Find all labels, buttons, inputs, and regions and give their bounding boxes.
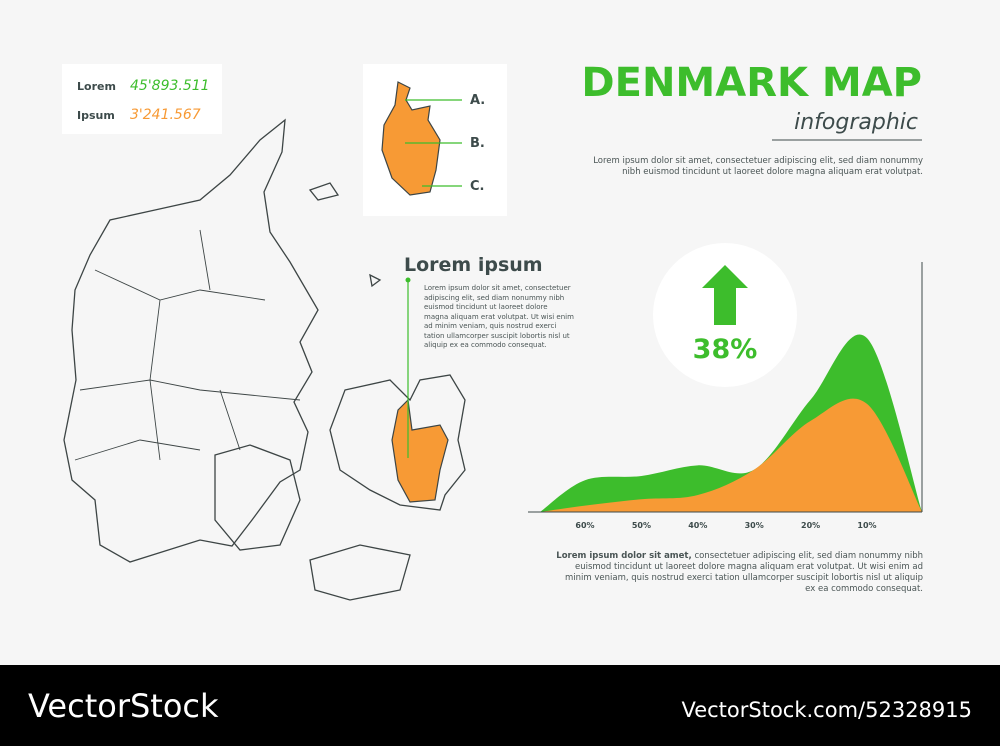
- inset-leaders: [405, 99, 462, 187]
- title: DENMARK MAP: [581, 60, 922, 106]
- footer-text: Lorem ipsum dolor sit amet, consectetuer…: [553, 551, 923, 595]
- x-tick-label: 40%: [688, 521, 707, 530]
- x-tick-label: 50%: [632, 521, 651, 530]
- stat-value: 3'241.567: [130, 107, 201, 123]
- stat-value: 45'893.511: [130, 78, 210, 94]
- callout-title: Lorem ipsum: [404, 254, 543, 276]
- highlight-label: 38%: [693, 334, 758, 365]
- x-tick-label: 20%: [801, 521, 820, 530]
- jutland: [63, 118, 319, 563]
- subtitle: infographic: [794, 110, 918, 135]
- callout-dot: [405, 277, 411, 283]
- funen: [214, 444, 301, 551]
- highlight-region: [391, 398, 449, 503]
- stats-box: [62, 64, 222, 134]
- inset-label: B.: [470, 136, 485, 151]
- island: [308, 182, 340, 201]
- inset-label: A.: [470, 93, 485, 108]
- area-chart: 60% 50% 40% 30% 20% 10%: [528, 262, 923, 530]
- inset-label: C.: [470, 179, 484, 194]
- x-tick-label: 60%: [575, 521, 594, 530]
- zealand: [329, 374, 466, 511]
- lolland: [309, 544, 411, 601]
- x-tick-label: 30%: [745, 521, 764, 530]
- denmark-map: [63, 118, 466, 601]
- footer-bold: Lorem ipsum dolor sit amet,: [556, 551, 692, 561]
- watermark: VectorStock.com/52328915: [681, 698, 972, 722]
- footer-rest: consectetuer adipiscing elit, sed diam n…: [565, 551, 923, 594]
- header-text: Lorem ipsum dolor sit amet, consectetuer…: [593, 156, 923, 177]
- area: [540, 398, 922, 512]
- inset-region: [381, 81, 441, 196]
- up-arrow: [702, 265, 748, 325]
- watermark: VectorStock: [28, 687, 219, 725]
- watermark-bar: [0, 665, 1000, 746]
- x-tick-label: 10%: [857, 521, 876, 530]
- stat-label: Lorem: [77, 80, 116, 93]
- callout-text: Lorem ipsum dolor sit amet, consectetuer…: [424, 284, 574, 349]
- stat-label: Ipsum: [77, 109, 115, 122]
- island: [369, 273, 382, 288]
- region-borders: [74, 229, 301, 461]
